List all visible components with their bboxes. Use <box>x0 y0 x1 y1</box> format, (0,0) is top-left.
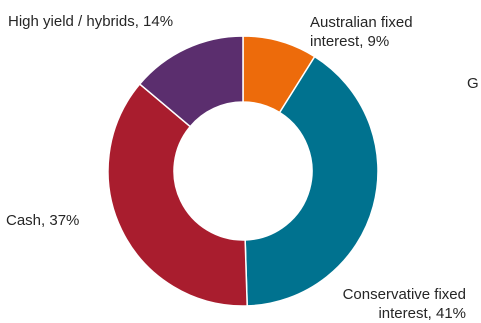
slice-cash <box>107 82 248 307</box>
label-conservative-fixed-interest-line1: Conservative fixed <box>342 286 466 303</box>
label-australian-fixed-interest: Australian fixed interest, 9% <box>310 13 413 51</box>
label-australian-fixed-interest-line1: Australian fixed <box>310 14 413 31</box>
stray-text: G <box>467 75 479 92</box>
label-cash-line1: Cash, 37% <box>6 212 80 229</box>
label-high-yield-hybrids-line1: High yield / hybrids, 14% <box>8 13 174 30</box>
label-conservative-fixed-interest-line2: interest, 41% <box>378 305 466 322</box>
label-cash: Cash, 37% <box>6 211 79 230</box>
label-australian-fixed-interest-line2: interest, 9% <box>310 33 390 50</box>
label-conservative-fixed-interest: Conservative fixed interest, 41% <box>343 285 466 323</box>
slice-high-yield-hybrids <box>138 35 244 128</box>
label-high-yield-hybrids: High yield / hybrids, 14% <box>8 12 173 31</box>
slice-conservative-fixed-interest <box>244 55 379 307</box>
